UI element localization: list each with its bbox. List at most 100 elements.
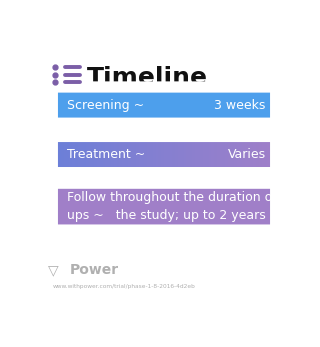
- Bar: [236, 87, 240, 123]
- Bar: [267, 183, 271, 230]
- Bar: [139, 87, 142, 123]
- Bar: [236, 183, 240, 230]
- Bar: [122, 183, 126, 230]
- Bar: [97, 136, 100, 172]
- Bar: [75, 183, 78, 230]
- Bar: [144, 87, 148, 123]
- Bar: [100, 136, 103, 172]
- Bar: [77, 87, 81, 123]
- Bar: [114, 87, 117, 123]
- Bar: [239, 87, 243, 123]
- Bar: [228, 136, 232, 172]
- Bar: [119, 87, 123, 123]
- Bar: [83, 87, 87, 123]
- Bar: [77, 183, 81, 230]
- Bar: [209, 87, 212, 123]
- Bar: [181, 87, 184, 123]
- Bar: [83, 183, 87, 230]
- Bar: [72, 136, 76, 172]
- Bar: [167, 87, 170, 123]
- Bar: [128, 183, 131, 230]
- Bar: [75, 87, 78, 123]
- Bar: [116, 87, 120, 123]
- Bar: [248, 136, 251, 172]
- Bar: [264, 136, 268, 172]
- Bar: [122, 87, 126, 123]
- Bar: [217, 136, 220, 172]
- Bar: [256, 136, 260, 172]
- Bar: [262, 136, 265, 172]
- Bar: [259, 87, 262, 123]
- Bar: [128, 136, 131, 172]
- Bar: [153, 136, 156, 172]
- Bar: [259, 136, 262, 172]
- Bar: [242, 183, 246, 230]
- Bar: [77, 136, 81, 172]
- Bar: [52, 87, 56, 123]
- Bar: [144, 183, 148, 230]
- Bar: [253, 136, 257, 172]
- Bar: [245, 136, 248, 172]
- Bar: [214, 136, 218, 172]
- Bar: [52, 136, 56, 172]
- Bar: [156, 183, 159, 230]
- Bar: [164, 136, 168, 172]
- Bar: [172, 136, 176, 172]
- Bar: [192, 87, 196, 123]
- Bar: [105, 183, 109, 230]
- Bar: [220, 136, 223, 172]
- Bar: [147, 87, 151, 123]
- Bar: [270, 136, 274, 172]
- Bar: [89, 87, 92, 123]
- Bar: [264, 183, 268, 230]
- Bar: [170, 183, 173, 230]
- Bar: [242, 136, 246, 172]
- Bar: [142, 183, 145, 230]
- Bar: [184, 87, 187, 123]
- Bar: [234, 136, 237, 172]
- Bar: [164, 87, 168, 123]
- Bar: [181, 136, 184, 172]
- Bar: [231, 87, 235, 123]
- Bar: [86, 87, 89, 123]
- Bar: [66, 183, 70, 230]
- Bar: [259, 183, 262, 230]
- Bar: [178, 87, 181, 123]
- Bar: [116, 136, 120, 172]
- Bar: [200, 183, 204, 230]
- Bar: [150, 183, 154, 230]
- Text: Treatment ~: Treatment ~: [67, 148, 146, 161]
- Bar: [55, 136, 59, 172]
- Bar: [158, 87, 162, 123]
- Bar: [164, 183, 168, 230]
- Bar: [119, 136, 123, 172]
- Bar: [200, 87, 204, 123]
- Bar: [58, 183, 61, 230]
- Bar: [212, 87, 215, 123]
- Bar: [92, 136, 95, 172]
- Bar: [55, 87, 59, 123]
- Bar: [203, 87, 207, 123]
- Bar: [178, 136, 181, 172]
- Bar: [100, 87, 103, 123]
- Text: www.withpower.com/trial/phase-1-8-2016-4d2eb: www.withpower.com/trial/phase-1-8-2016-4…: [52, 283, 195, 289]
- Bar: [66, 136, 70, 172]
- Bar: [172, 183, 176, 230]
- Bar: [195, 136, 198, 172]
- Text: Screening ~: Screening ~: [67, 99, 144, 112]
- Bar: [170, 87, 173, 123]
- Bar: [55, 183, 59, 230]
- Bar: [119, 183, 123, 230]
- Bar: [150, 87, 154, 123]
- Bar: [200, 136, 204, 172]
- Bar: [125, 183, 128, 230]
- Bar: [139, 136, 142, 172]
- Bar: [86, 183, 89, 230]
- Bar: [197, 87, 201, 123]
- Bar: [239, 183, 243, 230]
- Text: Power: Power: [70, 263, 119, 277]
- Bar: [161, 136, 165, 172]
- Bar: [212, 136, 215, 172]
- Bar: [189, 136, 193, 172]
- Bar: [197, 183, 201, 230]
